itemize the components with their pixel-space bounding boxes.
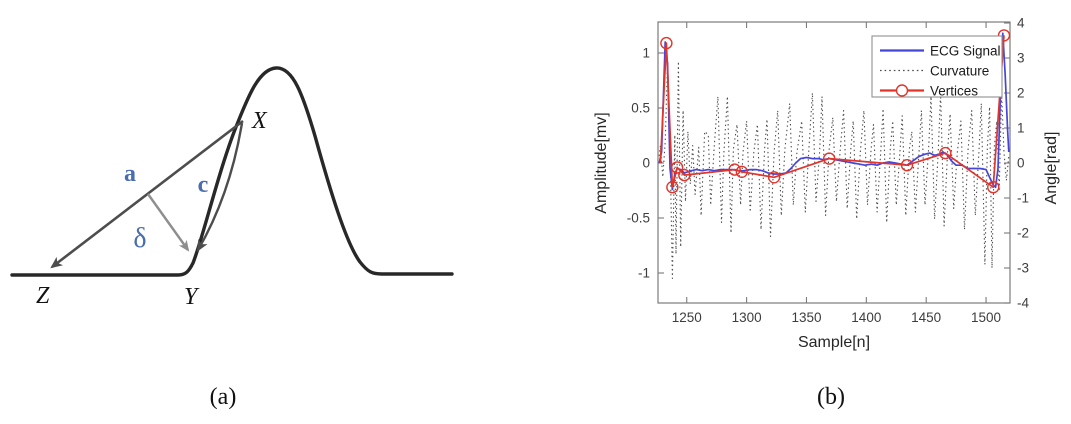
y-tick-left-label: 0.5 [631, 101, 650, 116]
label-point-y: Y [184, 284, 200, 310]
label-c: c [198, 172, 209, 198]
y-tick-right-label: 2 [1017, 86, 1025, 101]
legend-sample-marker [895, 84, 909, 97]
pulse-curve [10, 66, 454, 277]
x-tick-label: 1350 [791, 310, 821, 325]
label-point-z: Z [36, 283, 50, 309]
vertex-marker [767, 171, 781, 184]
legend-label: ECG Signal [930, 44, 1001, 59]
vertex-marker [660, 36, 673, 50]
vertex-marker [823, 152, 836, 165]
vertex-marker [997, 29, 1011, 42]
vertex-marker [728, 163, 741, 176]
legend-label: Curvature [930, 64, 989, 79]
y-tick-right-label: -4 [1017, 296, 1029, 311]
delta-arrow [147, 193, 190, 252]
y-tick-right-label: -2 [1017, 226, 1029, 241]
series-vertices [659, 35, 1005, 189]
vertex-marker [678, 168, 691, 182]
legend-box [871, 35, 1003, 98]
label-delta: δ [133, 223, 146, 254]
subfigure-a: a c δ X Y Z (a) [10, 66, 454, 410]
label-point-x: X [251, 108, 268, 134]
x-tick-label: 1250 [672, 310, 702, 325]
caption-a: (a) [210, 384, 237, 410]
chord-c-arrow [196, 122, 244, 252]
y-tick-right-label: 0 [1017, 156, 1025, 171]
legend-label: Vertices [930, 84, 978, 99]
chord-a-arrow [50, 119, 244, 269]
y-tick-left-label: 0 [642, 156, 650, 171]
label-a: a [124, 161, 136, 187]
y-tick-right-label: 3 [1017, 51, 1025, 66]
caption-b: (b) [817, 384, 845, 410]
x-tick-label: 1400 [851, 310, 881, 325]
y-tick-left-label: -0.5 [627, 211, 650, 226]
y-tick-right-label: -3 [1017, 261, 1029, 276]
x-tick-label: 1300 [732, 310, 762, 325]
vertex-marker [900, 158, 914, 172]
vertex-marker [939, 146, 952, 160]
y-tick-left-label: 1 [642, 46, 650, 61]
y-axis-label-left: Amplitude[mv] [593, 112, 610, 213]
vertex-marker [670, 161, 684, 174]
x-tick-label: 1500 [971, 310, 1001, 325]
x-tick-label: 1450 [911, 310, 941, 325]
y-axis-label-right: Angle[rad] [1043, 132, 1060, 205]
subfigure-b: 1250 1300 1350 1400 1450 1500 -1 -0.5 0 0.5 1 -4 -3 -… [593, 16, 1060, 352]
vertex-marker [735, 165, 749, 179]
y-tick-right-label: -1 [1017, 191, 1029, 206]
y-tick-right-label: 1 [1017, 121, 1025, 136]
x-axis-label: Sample[n] [798, 334, 870, 351]
y-tick-right-label: 4 [1017, 16, 1025, 31]
vertex-marker [666, 180, 679, 194]
vertex-marker [987, 180, 1000, 194]
series-curvature [658, 60, 1010, 280]
y-tick-left-label: -1 [638, 266, 650, 281]
